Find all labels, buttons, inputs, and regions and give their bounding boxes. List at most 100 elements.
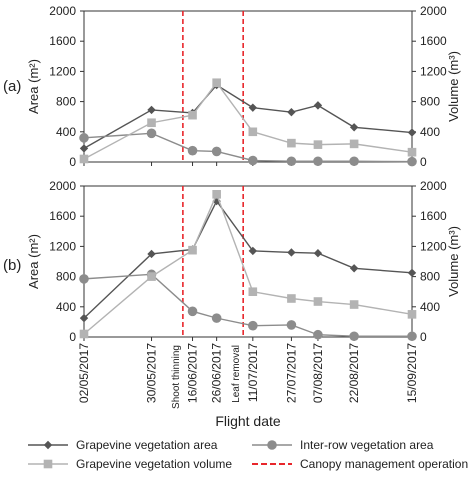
data-point-grapevine-volume <box>79 154 89 164</box>
data-point-grapevine-area <box>313 101 323 110</box>
data-point-grapevine-area <box>287 248 296 257</box>
canopy-operation-label: Leaf removal <box>231 345 242 403</box>
y-tick-label-right: 2000 <box>420 4 447 18</box>
canopy-operation-label: Shoot thinning <box>171 345 182 409</box>
data-point-interrow-area <box>313 156 323 167</box>
y-tick-label-left: 1200 <box>49 239 76 253</box>
data-point-grapevine-volume <box>248 127 258 137</box>
data-point-grapevine-area <box>287 107 296 117</box>
y-tick-label-right: 800 <box>420 95 440 109</box>
data-point-interrow-area <box>79 274 89 284</box>
legend-item-interrow-area: Inter-row vegetation area <box>252 438 434 452</box>
data-point-grapevine-volume <box>349 300 359 309</box>
y-tick-label-right: 1200 <box>420 64 447 78</box>
y-tick-label-right: 2000 <box>420 179 447 193</box>
data-point-interrow-area <box>286 320 297 330</box>
data-point-grapevine-volume <box>407 147 417 157</box>
data-point-interrow-area <box>313 329 323 340</box>
data-point-grapevine-volume <box>287 294 296 303</box>
x-axis-title: Flight date <box>215 413 281 429</box>
y-axis-title-right: Volume (m³) <box>446 226 461 297</box>
data-point-grapevine-volume <box>188 110 197 120</box>
y-tick-label-left: 0 <box>69 330 76 344</box>
data-point-grapevine-area <box>407 128 417 137</box>
y-tick-label-left: 0 <box>69 155 76 169</box>
data-point-grapevine-area <box>349 123 359 132</box>
y-axis-title-right: Volume (m³) <box>446 51 461 122</box>
data-point-interrow-area <box>349 331 359 342</box>
data-point-grapevine-volume <box>313 297 323 306</box>
series-line-interrow-area <box>83 132 413 163</box>
y-tick-label-left: 400 <box>56 125 76 139</box>
x-tick-label: 30/05/2017 <box>145 343 159 403</box>
data-point-grapevine-volume <box>349 139 359 149</box>
x-tick-label: 22/08/2017 <box>347 343 361 403</box>
data-point-grapevine-volume <box>212 78 221 88</box>
legend-marker-interrow-area <box>267 440 277 450</box>
data-point-grapevine-area <box>248 103 258 112</box>
data-point-grapevine-volume <box>407 310 417 319</box>
y-tick-label-right: 1600 <box>420 209 447 223</box>
data-point-grapevine-area <box>147 105 156 115</box>
series-line-grapevine-area <box>83 199 413 319</box>
x-tick-label: 07/08/2017 <box>311 343 325 403</box>
panel-b: 0 400 800 1200 1600 2000 0 400 800 1200 1600 2000 Ar… <box>3 179 461 344</box>
data-point-grapevine-area <box>248 246 258 256</box>
legend-item-canopy-op: Canopy management operation <box>252 457 468 471</box>
data-point-interrow-area <box>407 331 417 342</box>
series-line-grapevine-area <box>83 84 413 150</box>
data-point-grapevine-volume <box>248 287 258 296</box>
y-axis-title-left: Area (m²) <box>26 59 41 114</box>
data-point-interrow-area <box>146 128 157 139</box>
y-tick-label-left: 2000 <box>49 179 76 193</box>
data-point-grapevine-area <box>407 268 417 278</box>
data-point-grapevine-volume <box>79 329 89 339</box>
data-point-grapevine-volume <box>212 190 221 199</box>
y-tick-label-right: 400 <box>420 300 440 314</box>
y-tick-label-right: 400 <box>420 125 440 139</box>
legend-item-grapevine-volume: Grapevine vegetation volume <box>28 457 232 471</box>
legend-marker-grapevine-volume <box>43 459 53 469</box>
data-point-interrow-area <box>248 155 258 166</box>
data-point-grapevine-volume <box>147 272 156 281</box>
data-point-interrow-area <box>79 133 89 143</box>
legend: Grapevine vegetation area Inter-row veget… <box>28 438 468 471</box>
data-point-interrow-area <box>349 156 359 167</box>
y-tick-label-right: 0 <box>420 330 427 344</box>
data-point-interrow-area <box>286 156 297 167</box>
data-point-grapevine-area <box>147 249 156 259</box>
x-tick-label: 27/07/2017 <box>284 343 298 403</box>
y-tick-label-left: 1600 <box>49 34 76 48</box>
series-line-interrow-area <box>83 273 412 337</box>
legend-label-grapevine-volume: Grapevine vegetation volume <box>76 457 232 471</box>
legend-label-interrow-area: Inter-row vegetation area <box>300 438 434 452</box>
x-tick-label: 11/07/2017 <box>246 343 260 402</box>
y-tick-label-right: 800 <box>420 270 440 284</box>
data-point-interrow-area <box>248 320 258 331</box>
data-point-interrow-area <box>211 313 222 323</box>
data-point-interrow-area <box>211 146 222 157</box>
x-tick-label: 16/06/2017 <box>186 343 200 403</box>
y-tick-label-right: 1600 <box>420 34 447 48</box>
y-tick-label-left: 800 <box>56 95 76 109</box>
panel-label: (a) <box>3 78 21 95</box>
data-point-grapevine-area <box>79 144 89 153</box>
y-tick-label-right: 1200 <box>420 239 447 253</box>
data-point-grapevine-area <box>313 248 323 258</box>
panel-label: (b) <box>3 257 21 274</box>
data-point-interrow-area <box>187 145 198 156</box>
data-point-interrow-area <box>187 306 198 317</box>
data-point-interrow-area <box>407 156 417 167</box>
legend-item-grapevine-area: Grapevine vegetation area <box>28 438 218 452</box>
data-point-grapevine-volume <box>287 138 296 148</box>
x-tick-label: 26/06/2017 <box>210 343 224 403</box>
legend-label-grapevine-area: Grapevine vegetation area <box>76 438 218 452</box>
data-point-grapevine-volume <box>313 140 323 149</box>
y-tick-label-left: 1600 <box>49 209 76 223</box>
x-tick-label: 15/09/2017 <box>405 343 419 403</box>
x-tick-label: 02/05/2017 <box>77 343 91 403</box>
series-line-grapevine-volume <box>83 192 413 335</box>
data-point-grapevine-area <box>79 313 89 323</box>
y-tick-label-left: 400 <box>56 300 76 314</box>
